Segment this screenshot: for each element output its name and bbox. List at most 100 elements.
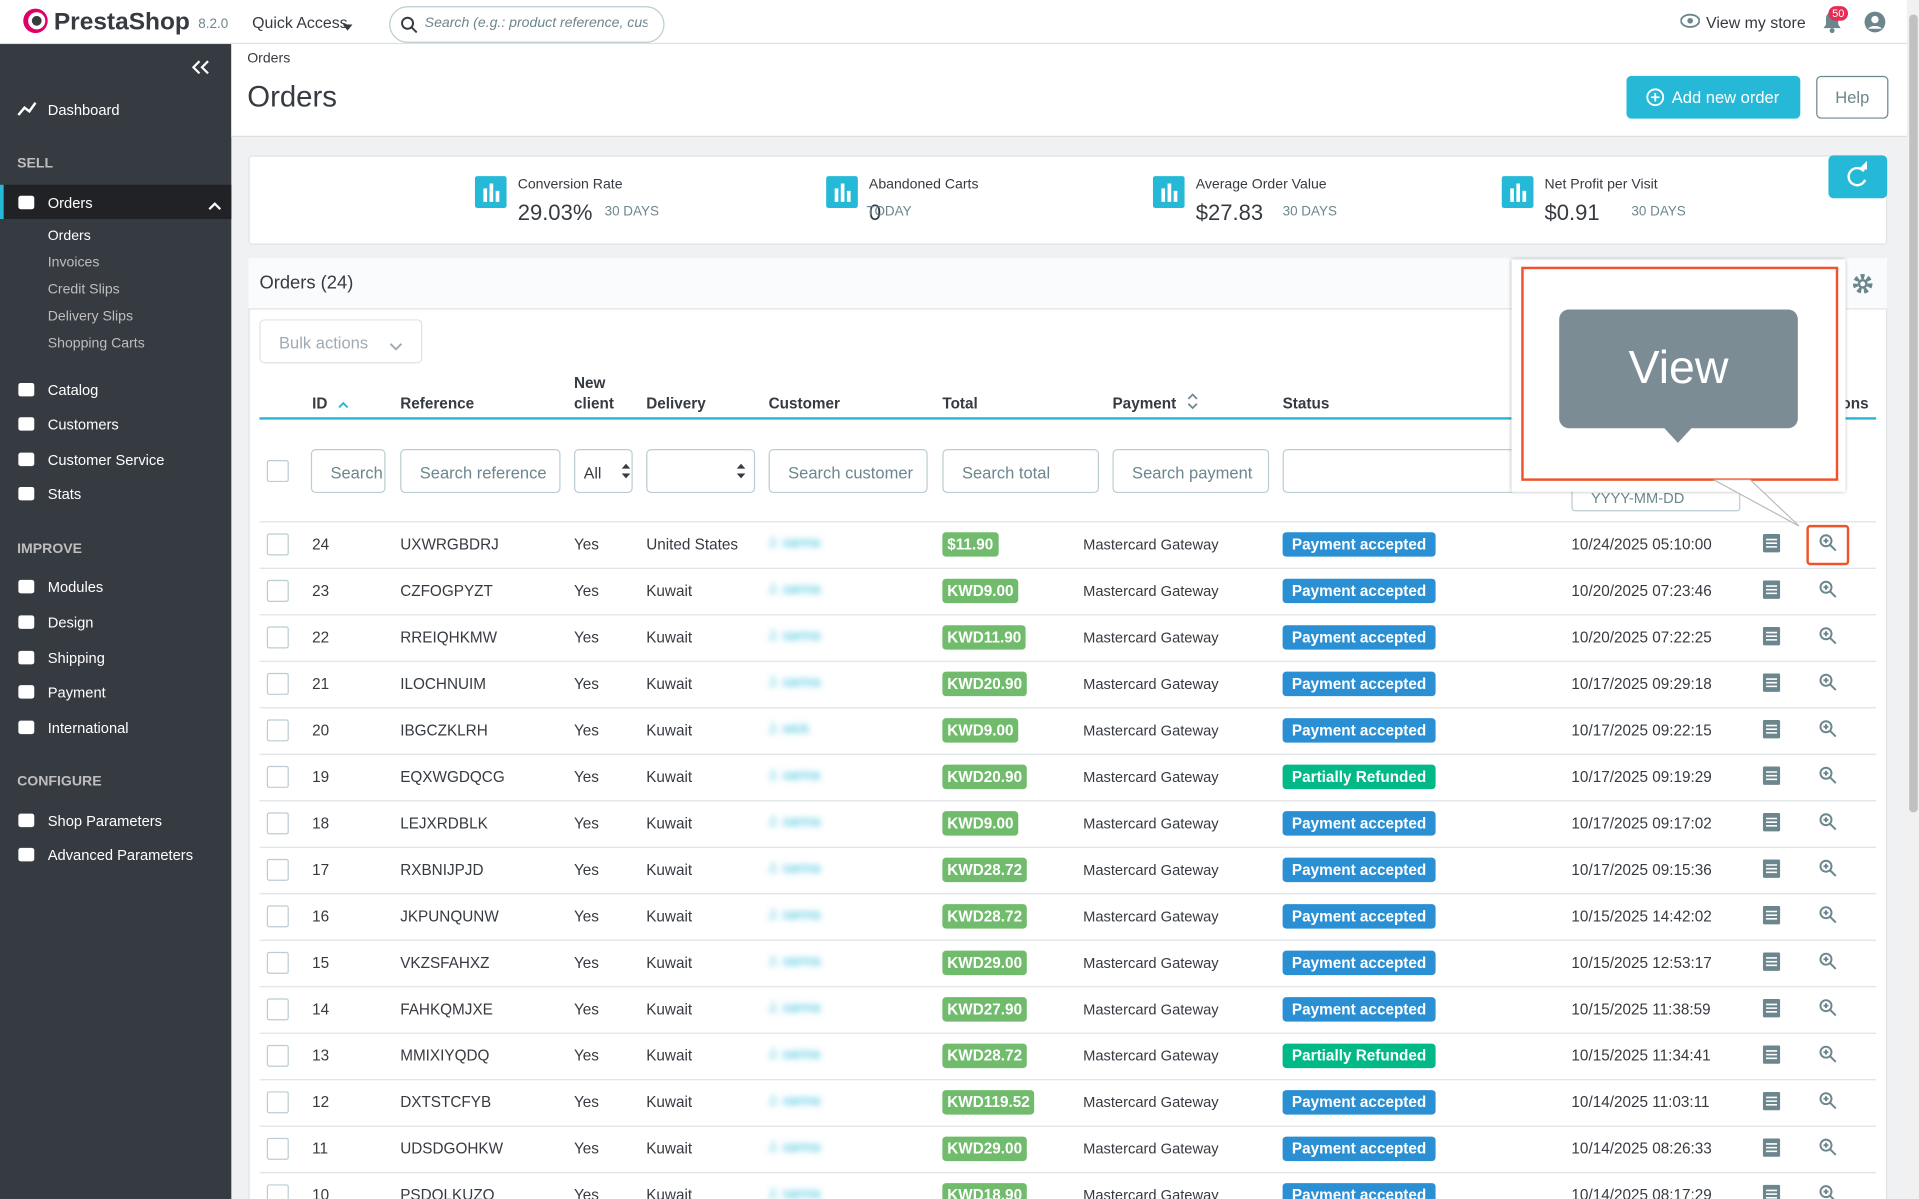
- menu-item[interactable]: Customers: [48, 416, 119, 433]
- column-header[interactable]: Customer: [769, 395, 840, 412]
- menu-item[interactable]: Dashboard: [48, 102, 120, 119]
- row-checkbox[interactable]: [267, 1138, 289, 1160]
- invoice-icon[interactable]: [1762, 719, 1780, 739]
- view-icon[interactable]: [1819, 580, 1837, 598]
- row-checkbox[interactable]: [267, 952, 289, 974]
- settings-icon[interactable]: [1852, 273, 1874, 295]
- collapse-icon[interactable]: [192, 60, 209, 75]
- chevron: [389, 338, 402, 347]
- help-button[interactable]: Help: [1816, 76, 1888, 119]
- quick-access[interactable]: Quick Access: [252, 13, 347, 31]
- menu-subitem[interactable]: Credit Slips: [48, 283, 120, 298]
- invoice-icon[interactable]: [1762, 1138, 1780, 1158]
- menu-item[interactable]: Stats: [48, 486, 81, 503]
- menu-item[interactable]: Customer Service: [48, 451, 165, 468]
- menu-item[interactable]: Orders: [48, 195, 93, 212]
- row-checkbox[interactable]: [267, 1091, 289, 1113]
- invoice-icon[interactable]: [1762, 580, 1780, 600]
- row-line: [259, 707, 1876, 708]
- view-icon[interactable]: [1819, 952, 1837, 970]
- row-checkbox[interactable]: [267, 812, 289, 834]
- invoice-icon[interactable]: [1762, 766, 1780, 786]
- column-header[interactable]: Payment: [1112, 395, 1176, 412]
- menu-item[interactable]: International: [48, 719, 129, 736]
- kpi-icon: [1502, 174, 1534, 211]
- row-checkbox[interactable]: [267, 719, 289, 741]
- menu-item[interactable]: Payment: [48, 684, 106, 701]
- view-icon[interactable]: [1819, 673, 1837, 691]
- view-icon[interactable]: [1819, 905, 1837, 923]
- invoice-icon[interactable]: [1762, 673, 1780, 693]
- avatar-icon[interactable]: [1864, 11, 1886, 33]
- cell-date: 10/14/2025 08:17:29: [1571, 1187, 1711, 1199]
- row-checkbox[interactable]: [267, 626, 289, 648]
- view-icon[interactable]: [1819, 766, 1837, 784]
- menu-item[interactable]: Modules: [48, 579, 104, 596]
- invoice-icon[interactable]: [1762, 1091, 1780, 1111]
- invoice-icon[interactable]: [1762, 533, 1780, 553]
- menu-item[interactable]: Advanced Parameters: [48, 847, 193, 864]
- invoice-icon[interactable]: [1762, 859, 1780, 879]
- view-icon[interactable]: [1819, 812, 1837, 830]
- view-store[interactable]: View my store: [1706, 13, 1806, 31]
- row-checkbox[interactable]: [267, 998, 289, 1020]
- menu-subitem[interactable]: Delivery Slips: [48, 310, 133, 325]
- view-icon[interactable]: [1819, 719, 1837, 737]
- view-icon[interactable]: [1819, 1091, 1837, 1109]
- total-badge: KWD9.00: [942, 811, 1018, 835]
- invoice-icon[interactable]: [1762, 1045, 1780, 1065]
- menu-item[interactable]: Design: [48, 614, 94, 631]
- view-icon-svg: [1819, 1091, 1837, 1109]
- scrollbar-thumb[interactable]: [1909, 15, 1918, 813]
- filter-payment[interactable]: Search payment: [1112, 449, 1269, 493]
- view-icon[interactable]: [1819, 859, 1837, 877]
- breadcrumb[interactable]: Orders: [247, 51, 290, 66]
- filter-id[interactable]: Search ID: [311, 449, 386, 493]
- invoice-icon[interactable]: [1762, 998, 1780, 1018]
- row-checkbox[interactable]: [267, 905, 289, 927]
- total-badge: KWD28.72: [942, 1044, 1027, 1068]
- row-checkbox[interactable]: [267, 673, 289, 695]
- row-checkbox[interactable]: [267, 1045, 289, 1067]
- invoice-icon[interactable]: [1762, 905, 1780, 925]
- cell-id: 15: [312, 954, 329, 971]
- filter-customer[interactable]: Search customer: [769, 449, 928, 493]
- logo-text[interactable]: PrestaShop: [54, 9, 190, 37]
- menu-item[interactable]: Shop Parameters: [48, 812, 162, 829]
- view-icon[interactable]: [1819, 998, 1837, 1016]
- row-checkbox[interactable]: [267, 533, 289, 555]
- menu-item[interactable]: Shipping: [48, 650, 105, 667]
- column-header[interactable]: Status: [1283, 395, 1330, 412]
- row-checkbox[interactable]: [267, 580, 289, 602]
- cell-delivery: Kuwait: [646, 1047, 692, 1064]
- column-header[interactable]: Total: [942, 395, 977, 412]
- view-icon[interactable]: [1819, 1045, 1837, 1063]
- cell-reference: PSDQLKUZQ: [400, 1187, 494, 1199]
- filter-reference[interactable]: Search reference: [400, 449, 560, 493]
- invoice-icon[interactable]: [1762, 952, 1780, 972]
- row-checkbox[interactable]: [267, 859, 289, 881]
- cell-customer: J. sarma: [769, 1047, 821, 1062]
- refresh-button[interactable]: [1828, 155, 1887, 198]
- column-header[interactable]: Reference: [400, 395, 474, 412]
- logo-icon-svg: [22, 7, 49, 34]
- invoice-icon[interactable]: [1762, 626, 1780, 646]
- invoice-icon[interactable]: [1762, 812, 1780, 832]
- filter-status[interactable]: [1283, 449, 1516, 493]
- invoice-icon[interactable]: [1762, 1184, 1780, 1199]
- menu-subitem[interactable]: Shopping Carts: [48, 336, 145, 351]
- row-checkbox[interactable]: [267, 766, 289, 788]
- column-header[interactable]: Delivery: [646, 395, 706, 412]
- select-all-checkbox[interactable]: [267, 460, 289, 482]
- view-icon[interactable]: [1819, 1184, 1837, 1199]
- menu-subitem[interactable]: Invoices: [48, 256, 100, 271]
- view-icon[interactable]: [1819, 1138, 1837, 1156]
- column-header[interactable]: ID: [312, 395, 327, 412]
- filter-total[interactable]: Search total: [942, 449, 1099, 493]
- row-checkbox[interactable]: [267, 1184, 289, 1199]
- view-icon[interactable]: [1819, 626, 1837, 644]
- menu-subitem[interactable]: Orders: [48, 229, 91, 244]
- menu-item[interactable]: Catalog: [48, 382, 99, 399]
- total-badge: $11.90: [942, 532, 998, 556]
